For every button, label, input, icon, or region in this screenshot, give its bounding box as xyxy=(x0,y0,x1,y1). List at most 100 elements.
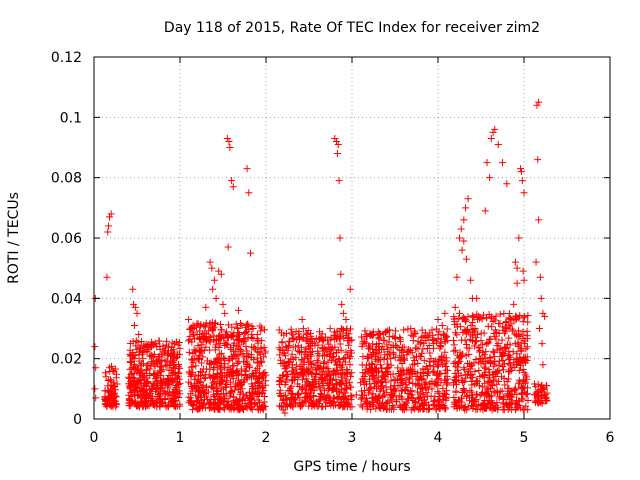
data-point xyxy=(515,234,523,242)
data-point xyxy=(484,357,492,365)
data-point xyxy=(312,378,320,386)
data-point xyxy=(302,329,310,337)
data-point xyxy=(286,384,294,392)
data-point xyxy=(483,340,491,348)
data-point xyxy=(91,385,99,393)
data-point xyxy=(202,343,210,351)
data-point xyxy=(456,353,464,361)
data-point xyxy=(250,356,258,364)
data-point xyxy=(227,346,235,354)
data-point xyxy=(430,367,438,375)
data-point xyxy=(533,101,541,109)
data-point xyxy=(460,366,468,374)
data-point xyxy=(441,338,449,346)
data-point xyxy=(298,376,306,384)
data-point xyxy=(139,346,147,354)
data-point xyxy=(298,315,306,323)
data-point xyxy=(503,378,511,386)
data-point xyxy=(491,326,499,334)
data-point xyxy=(101,396,109,404)
data-point xyxy=(466,397,474,405)
data-point xyxy=(235,344,243,352)
data-point xyxy=(429,336,437,344)
data-point xyxy=(152,339,160,347)
data-point xyxy=(107,210,115,218)
data-point xyxy=(187,394,195,402)
data-point xyxy=(383,398,391,406)
data-point xyxy=(441,331,449,339)
data-point xyxy=(275,344,283,352)
data-point xyxy=(507,315,515,323)
data-point xyxy=(399,405,407,413)
data-point xyxy=(230,397,238,405)
data-point xyxy=(279,406,287,414)
data-point xyxy=(309,381,317,389)
data-point xyxy=(335,177,343,185)
data-point xyxy=(301,397,309,405)
data-point xyxy=(468,381,476,389)
data-point xyxy=(319,403,327,411)
data-point xyxy=(168,379,176,387)
data-point xyxy=(518,389,526,397)
data-point xyxy=(211,320,219,328)
data-point xyxy=(484,322,492,330)
data-point xyxy=(455,314,463,322)
data-point xyxy=(133,402,141,410)
data-point xyxy=(358,342,366,350)
data-point xyxy=(373,385,381,393)
data-point xyxy=(482,348,490,356)
data-point xyxy=(342,315,350,323)
data-point xyxy=(213,337,221,345)
data-point xyxy=(380,372,388,380)
data-point xyxy=(189,325,197,332)
data-point xyxy=(358,333,366,341)
data-point xyxy=(187,383,195,391)
data-point xyxy=(243,165,251,173)
data-point xyxy=(240,353,248,361)
data-point xyxy=(516,312,524,320)
data-point xyxy=(104,382,112,390)
data-point xyxy=(208,326,216,334)
data-point xyxy=(381,351,389,359)
data-point xyxy=(242,343,250,351)
data-point xyxy=(218,378,226,386)
data-point xyxy=(147,397,155,405)
x-axis-label: GPS time / hours xyxy=(293,459,410,475)
data-point xyxy=(426,361,434,369)
data-point xyxy=(451,303,459,311)
data-point xyxy=(380,337,388,345)
data-point xyxy=(505,359,513,367)
tick-labels: 0 1 2 3 4 5 6 0 0.02 0.04 0.06 0.08 0.1 0.12 xyxy=(51,50,615,446)
data-point xyxy=(281,352,289,360)
data-point xyxy=(309,369,317,377)
data-point xyxy=(479,388,487,396)
data-point xyxy=(134,338,142,346)
data-point xyxy=(193,320,201,328)
data-point xyxy=(225,137,233,145)
data-point xyxy=(288,350,296,358)
data-point xyxy=(371,364,379,372)
data-point xyxy=(284,371,292,379)
y-tick-label: 0 xyxy=(73,412,82,428)
data-point xyxy=(471,368,479,376)
data-point xyxy=(397,387,405,395)
data-point xyxy=(280,358,288,366)
data-point xyxy=(188,356,196,364)
data-point xyxy=(460,216,468,224)
data-point xyxy=(427,355,435,363)
data-point xyxy=(141,343,149,351)
data-point xyxy=(220,395,228,403)
data-point xyxy=(133,309,141,317)
data-point xyxy=(229,183,237,191)
data-point xyxy=(437,342,445,350)
data-point xyxy=(136,384,144,392)
data-point xyxy=(345,400,353,408)
data-point xyxy=(537,294,545,302)
data-point xyxy=(517,383,525,391)
data-point xyxy=(216,350,224,358)
data-point xyxy=(152,388,160,396)
data-point xyxy=(111,397,119,405)
data-point xyxy=(216,339,224,347)
data-point xyxy=(487,134,495,142)
data-point xyxy=(485,366,493,374)
